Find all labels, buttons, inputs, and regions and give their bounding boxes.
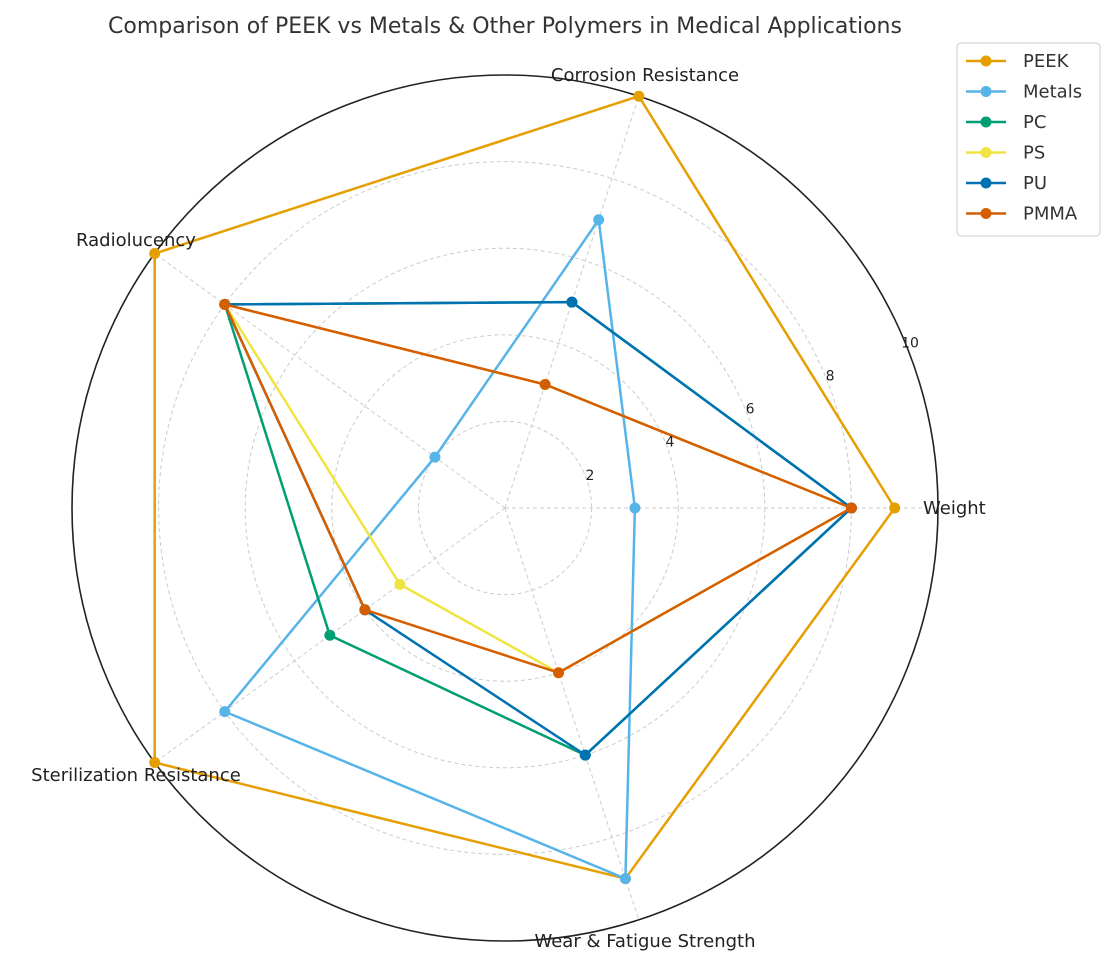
axis-label-weight: Weight — [923, 498, 986, 519]
data-point-pc — [324, 629, 336, 641]
series-line-peek — [153, 94, 897, 881]
series-line-pu — [222, 300, 854, 757]
legend-label: PEEK — [1023, 51, 1070, 72]
data-point-metals — [629, 502, 641, 514]
series-ps — [219, 298, 857, 679]
legend-item-peek: PEEK — [966, 51, 1070, 72]
series-line-ps — [222, 302, 855, 675]
data-point-metals — [593, 214, 605, 226]
radar-labels: 2 4 6 8 10 Weight Corrosion Resistance Radioluc… — [31, 65, 986, 952]
data-point-metals — [619, 873, 631, 885]
legend-label: Metals — [1023, 82, 1082, 103]
axis-label-sterilization-resistance: Sterilization Resistance — [31, 765, 241, 786]
radar-spoke — [504, 96, 640, 509]
series-peek — [149, 90, 901, 885]
legend-label: PS — [1023, 143, 1045, 164]
data-point-peek — [889, 502, 901, 514]
legend-marker — [980, 208, 992, 219]
data-point-pmma — [219, 298, 231, 310]
legend-label: PU — [1023, 173, 1047, 194]
data-point-metals — [219, 706, 231, 718]
chart-title: Comparison of PEEK vs Metals & Other Pol… — [108, 14, 902, 39]
legend-marker — [980, 116, 992, 128]
radar-outer-circle — [71, 74, 939, 942]
data-point-pmma — [845, 502, 857, 514]
axis-label-wear-fatigue-strength: Wear & Fatigue Strength — [534, 931, 755, 952]
data-point-pu — [579, 749, 591, 761]
data-point-pmma — [539, 378, 551, 390]
legend-label: PC — [1023, 112, 1046, 133]
legend-item-ps: PS — [966, 143, 1045, 164]
axis-label-radiolucency: Radiolucency — [76, 230, 196, 251]
data-point-peek — [633, 90, 645, 102]
series-line-pc — [223, 300, 854, 757]
legend-marker — [980, 177, 992, 189]
series-line-pmma — [222, 302, 855, 675]
series-pmma — [219, 298, 857, 679]
chart-legend: PEEK Metals PC PS PU PMMA — [956, 42, 1101, 237]
legend-marker — [980, 147, 992, 158]
data-point-peek — [149, 757, 161, 769]
axis-label-corrosion-resistance: Corrosion Resistance — [551, 65, 739, 86]
data-point-pmma — [359, 604, 371, 616]
series-metals — [219, 214, 641, 885]
data-point-peek — [149, 247, 161, 259]
radar-spoke — [154, 507, 506, 763]
radial-tick-label: 4 — [666, 435, 675, 451]
series-line-metals — [222, 216, 637, 881]
radar-grid — [71, 74, 939, 942]
data-point-pu — [566, 296, 578, 308]
radial-tick-label: 6 — [746, 402, 755, 418]
radar-spoke — [504, 507, 640, 920]
legend-marker — [980, 55, 992, 67]
legend-item-metals: Metals — [966, 82, 1082, 103]
legend-item-pc: PC — [966, 112, 1046, 133]
legend-label: PMMA — [1023, 204, 1078, 225]
radar-series — [149, 90, 901, 885]
data-point-pmma — [553, 667, 565, 679]
radar-grid-circle — [331, 334, 679, 682]
radial-tick-label: 10 — [901, 335, 919, 351]
legend-item-pu: PU — [966, 173, 1047, 194]
radial-tick-label: 2 — [586, 468, 595, 484]
radial-tick-label: 8 — [826, 368, 835, 384]
data-point-metals — [429, 451, 441, 463]
legend-item-pmma: PMMA — [966, 204, 1078, 225]
data-point-ps — [394, 578, 406, 590]
legend-marker — [980, 86, 992, 97]
radar-spoke — [154, 253, 506, 509]
